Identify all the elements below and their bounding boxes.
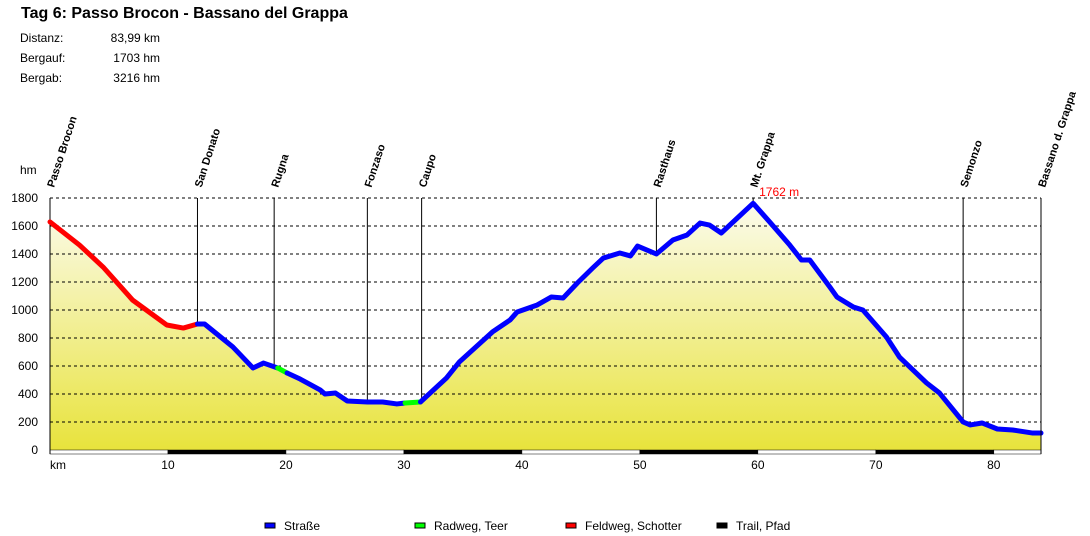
legend-item: Radweg, Teer — [414, 519, 508, 533]
y-tick-label: 800 — [18, 331, 38, 345]
x-tick-label: 70 — [869, 458, 883, 472]
y-tick-label: 1800 — [11, 191, 38, 205]
max-elevation-label: 1762 m — [759, 185, 799, 199]
y-tick-label: 0 — [31, 443, 38, 457]
stat-label: Distanz: — [20, 31, 64, 45]
x-tick-label: 80 — [987, 458, 1001, 472]
x-tick-label: 50 — [633, 458, 647, 472]
legend-swatch — [716, 522, 728, 529]
profile-segment — [417, 200, 1044, 436]
y-tick-label: 1200 — [11, 275, 38, 289]
waypoint-label: Caupo — [417, 152, 439, 189]
stat-label: Bergab: — [20, 71, 63, 85]
y-tick-label: 1000 — [11, 303, 38, 317]
scale-bar-segment — [49, 449, 169, 455]
y-tick-label: 1600 — [11, 219, 38, 233]
waypoint-label: Semonzo — [959, 138, 986, 188]
y-axis-label: hm — [20, 163, 37, 177]
stat-value: 83,99 km — [110, 31, 160, 45]
legend-label: Radweg, Teer — [434, 519, 508, 533]
profile-segment — [194, 321, 281, 371]
scale-bar-segment — [403, 449, 523, 455]
scale-bar-segment — [993, 449, 1042, 455]
legend-swatch — [565, 522, 577, 529]
elevation-area — [50, 203, 1041, 450]
scale-bar-segment — [167, 449, 287, 455]
legend-swatch — [264, 522, 276, 529]
x-axis-label: km — [50, 458, 66, 472]
stat-descent: Bergab: 3216 hm — [20, 71, 160, 85]
waypoint-label: Fonzaso — [363, 143, 388, 189]
legend-item: Trail, Pfad — [716, 519, 790, 533]
y-tick-label: 400 — [18, 387, 38, 401]
profile-segment — [284, 370, 408, 407]
scale-bar-segment — [521, 449, 641, 455]
legend-label: Straße — [284, 519, 320, 533]
x-tick-label: 30 — [397, 458, 411, 472]
scale-bar-segment — [285, 449, 405, 455]
scale-bar-segment — [639, 449, 759, 455]
stat-value: 1703 hm — [113, 51, 160, 65]
stat-distance: Distanz: 83,99 km — [20, 31, 160, 45]
legend-item: Feldweg, Schotter — [565, 519, 682, 533]
legend-swatch — [414, 522, 426, 529]
waypoint-label: San Donato — [193, 127, 223, 189]
legend-item: Straße — [264, 519, 320, 533]
waypoint-label: Mt. Grappa — [749, 130, 778, 189]
scale-bar-segment — [757, 449, 877, 455]
waypoint-label: Bassano d. Grappa — [1036, 89, 1079, 189]
legend-label: Trail, Pfad — [736, 519, 790, 533]
scale-bar-segment — [875, 449, 995, 455]
page-title: Tag 6: Passo Brocon - Bassano del Grappa — [21, 5, 348, 22]
y-tick-label: 600 — [18, 359, 38, 373]
profile-segment — [402, 399, 423, 406]
waypoint-label: Rasthaus — [652, 138, 679, 189]
x-tick-label: 10 — [161, 458, 175, 472]
x-tick-label: 40 — [515, 458, 529, 472]
y-tick-label: 200 — [18, 415, 38, 429]
legend-label: Feldweg, Schotter — [585, 519, 682, 533]
stat-label: Bergauf: — [20, 51, 66, 65]
profile-segment — [47, 219, 200, 331]
y-tick-label: 1400 — [11, 247, 38, 261]
stat-value: 3216 hm — [113, 71, 160, 85]
stat-ascent: Bergauf: 1703 hm — [20, 51, 160, 65]
x-tick-label: 20 — [279, 458, 293, 472]
waypoint-label: Rugna — [270, 152, 292, 189]
x-tick-label: 60 — [751, 458, 765, 472]
waypoint-label: Passo Brocon — [45, 115, 79, 189]
